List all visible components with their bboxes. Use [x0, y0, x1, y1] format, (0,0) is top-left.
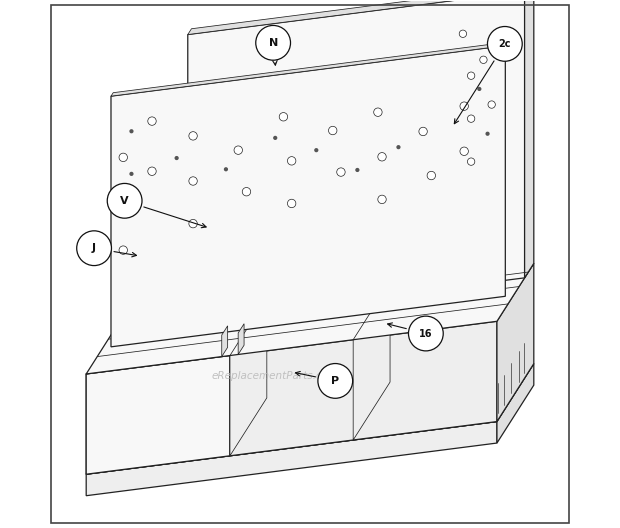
Polygon shape: [497, 263, 534, 421]
Circle shape: [378, 153, 386, 161]
Circle shape: [189, 131, 197, 140]
Circle shape: [318, 364, 353, 398]
Circle shape: [477, 87, 482, 91]
Polygon shape: [497, 364, 534, 443]
Circle shape: [467, 72, 475, 79]
Polygon shape: [230, 298, 267, 456]
Circle shape: [234, 146, 242, 154]
Circle shape: [329, 126, 337, 135]
Polygon shape: [222, 326, 228, 356]
Circle shape: [355, 168, 360, 172]
Circle shape: [273, 136, 277, 140]
Circle shape: [119, 153, 128, 162]
Circle shape: [488, 101, 495, 108]
Text: eReplacementParts.com: eReplacementParts.com: [211, 372, 339, 382]
Circle shape: [374, 108, 382, 116]
Circle shape: [107, 183, 142, 218]
Polygon shape: [230, 322, 497, 456]
Circle shape: [130, 129, 133, 134]
Circle shape: [467, 115, 475, 122]
Polygon shape: [102, 393, 345, 467]
Polygon shape: [188, 0, 528, 34]
Circle shape: [460, 102, 468, 110]
Circle shape: [487, 26, 522, 61]
Circle shape: [419, 127, 427, 136]
Polygon shape: [188, 0, 525, 321]
Polygon shape: [336, 371, 518, 437]
Circle shape: [242, 187, 250, 196]
Text: 16: 16: [419, 328, 433, 338]
Polygon shape: [111, 45, 505, 347]
Circle shape: [396, 145, 401, 149]
Circle shape: [314, 148, 319, 152]
Circle shape: [485, 131, 490, 136]
Circle shape: [175, 156, 179, 160]
Circle shape: [148, 167, 156, 175]
Polygon shape: [117, 399, 322, 461]
Text: N: N: [268, 38, 278, 48]
Circle shape: [288, 199, 296, 208]
Circle shape: [256, 25, 291, 60]
Circle shape: [288, 157, 296, 165]
Text: 2c: 2c: [498, 39, 511, 49]
Circle shape: [189, 220, 197, 228]
Circle shape: [189, 177, 197, 185]
Circle shape: [459, 30, 467, 37]
Circle shape: [460, 147, 468, 155]
Polygon shape: [251, 442, 303, 451]
Circle shape: [119, 246, 128, 254]
Text: J: J: [92, 243, 96, 253]
Polygon shape: [86, 364, 534, 474]
Polygon shape: [86, 421, 497, 496]
Polygon shape: [238, 324, 244, 354]
Circle shape: [279, 112, 288, 121]
Polygon shape: [525, 0, 534, 278]
Polygon shape: [86, 322, 497, 474]
Polygon shape: [353, 282, 390, 440]
Circle shape: [77, 231, 112, 266]
Circle shape: [378, 195, 386, 204]
Circle shape: [480, 56, 487, 63]
Circle shape: [224, 167, 228, 172]
Circle shape: [467, 158, 475, 165]
Circle shape: [119, 203, 128, 212]
Circle shape: [427, 171, 435, 180]
Circle shape: [337, 168, 345, 176]
Polygon shape: [86, 355, 230, 474]
Text: V: V: [120, 196, 129, 206]
Polygon shape: [111, 42, 508, 96]
Text: P: P: [331, 376, 339, 386]
Circle shape: [409, 316, 443, 351]
Polygon shape: [351, 375, 503, 431]
Circle shape: [148, 117, 156, 125]
Circle shape: [130, 172, 133, 176]
Polygon shape: [86, 263, 534, 374]
